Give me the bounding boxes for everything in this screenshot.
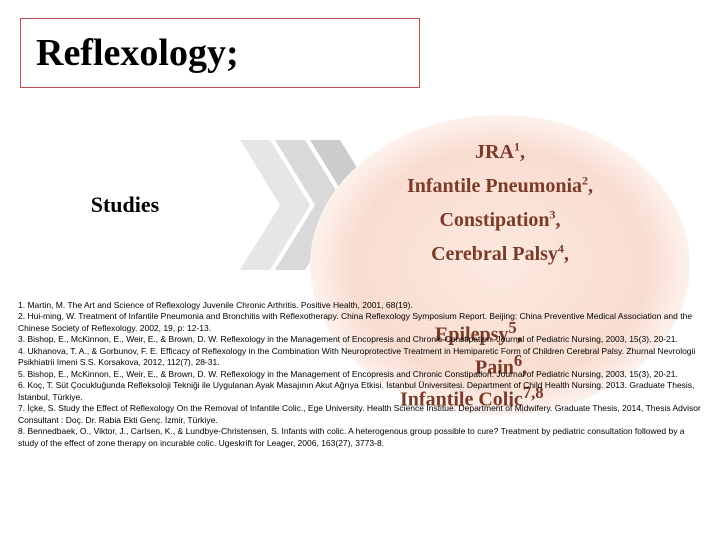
condition-4: Cerebral Palsy4,	[431, 237, 569, 271]
reference-item: 6. Koç, T. Süt Çocukluğunda Refleksoloji…	[18, 380, 702, 403]
reference-item: 3. Bishop, E., McKinnon, E., Weir, E., &…	[18, 334, 702, 345]
reference-item: 8. Bennedbaek, O., Viktor, J., Carlsen, …	[18, 426, 702, 449]
reference-item: 1. Martin, M. The Art and Science of Ref…	[18, 300, 702, 311]
condition-2: Infantile Pneumonia2,	[407, 169, 593, 203]
condition-1: JRA1,	[475, 135, 525, 169]
reference-item: 2. Hui-ming, W. Treatment of Infantile P…	[18, 311, 702, 334]
studies-label: Studies	[91, 192, 159, 218]
condition-3: Constipation3,	[439, 203, 560, 237]
reference-item: 7. İçke, S. Study the Effect of Reflexol…	[18, 403, 702, 426]
reference-item: 5. Bishop, E., McKinnon, E., Weir, E., &…	[18, 369, 702, 380]
studies-label-block: Studies	[65, 130, 185, 280]
page-title: Reflexology;	[20, 18, 420, 88]
title-text: Reflexology;	[36, 31, 239, 75]
reference-item: 4. Ukhanova, T. A., & Gorbunov, F. E. Ef…	[18, 346, 702, 369]
references-block: 1. Martin, M. The Art and Science of Ref…	[18, 300, 702, 449]
